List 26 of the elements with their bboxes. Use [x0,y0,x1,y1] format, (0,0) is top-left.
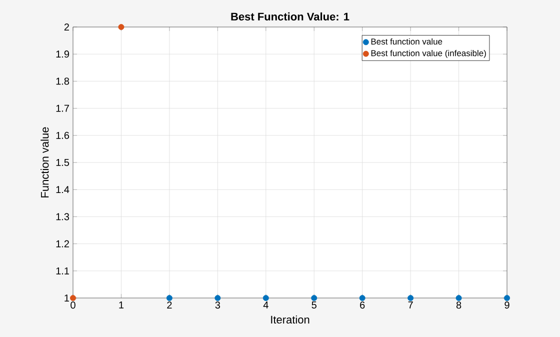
x-tick-label: 7 [408,302,413,308]
y-tick-label: 1 [64,294,69,302]
x-axis-title: Iteration [271,315,310,324]
x-tick-label: 1 [119,302,124,308]
y-tick-label: 2 [64,24,69,30]
chart-title: Best Function Value: 1 [231,12,350,20]
y-tick-label: 1.7 [56,104,69,112]
y-axis-title: Function value [40,127,49,198]
x-tick-label: 0 [70,302,76,309]
x-tick-label: 4 [263,302,268,308]
x-tick-label: 5 [312,302,316,309]
y-tick-label: 1.8 [56,78,70,85]
legend-label: Best function value [371,38,442,45]
y-tick-label: 1.6 [56,132,70,139]
y-tick-label: 1.5 [56,159,70,166]
y-tick-label: 1.1 [56,267,69,274]
legend-label: Best function value (infeasible) [371,50,486,58]
x-tick-label: 9 [504,302,510,309]
x-tick-label: 2 [167,302,172,309]
y-tick-label: 1.3 [56,213,70,220]
y-tick-label: 1.2 [56,240,69,248]
x-tick-label: 8 [456,302,462,309]
y-tick-label: 1.4 [56,186,70,194]
x-tick-label: 3 [215,302,220,309]
x-tick-label: 6 [360,302,365,309]
y-tick-label: 1.9 [56,50,69,58]
